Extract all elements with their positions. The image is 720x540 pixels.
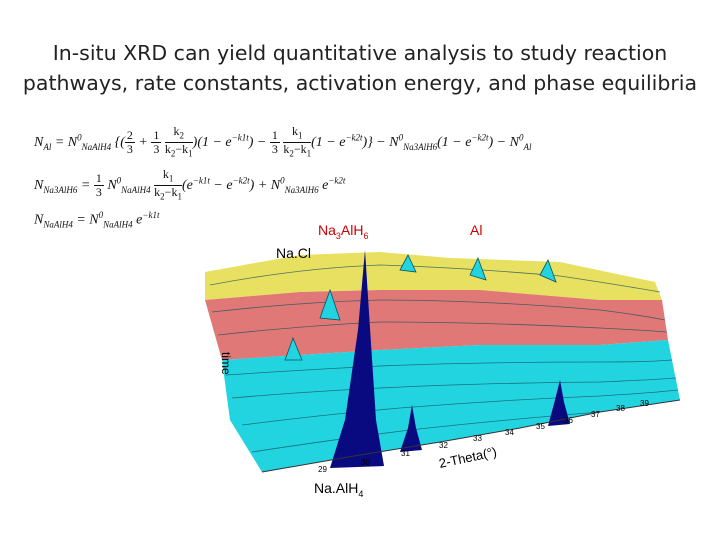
naalh4-label: Na.AlH4 — [314, 480, 364, 499]
slide-title: In-situ XRD can yield quantitative analy… — [0, 38, 720, 98]
tick-label: 36 — [564, 416, 573, 425]
tick-label: 32 — [439, 441, 448, 450]
pink-region — [205, 290, 668, 360]
title-line-2: pathways, rate constants, activation ene… — [22, 71, 698, 95]
nacl-label: Na.Cl — [276, 245, 312, 261]
tick-label: 38 — [616, 404, 625, 413]
axis-tick-labels: 29 30 31 32 33 34 35 36 37 38 39 — [318, 399, 649, 474]
al-label: Al — [470, 222, 483, 238]
tick-label: 31 — [401, 449, 410, 458]
tick-label: 37 — [591, 410, 600, 419]
cyan-region — [222, 340, 680, 472]
tick-label: 33 — [473, 434, 482, 443]
na3alh6-label: Na3AlH6 — [318, 222, 369, 241]
time-label: time — [219, 352, 233, 375]
title-line-1: In-situ XRD can yield quantitative analy… — [52, 41, 668, 65]
naalh4-peak — [330, 250, 384, 468]
tick-label: 30 — [361, 458, 370, 467]
tick-label: 39 — [640, 399, 649, 408]
equation-naalh4: NNaAlH4 = N0NaAlH4 e−k1t — [34, 210, 160, 230]
tick-label: 29 — [318, 465, 327, 474]
x-axis-line — [261, 399, 681, 473]
tick-label: 34 — [505, 428, 514, 437]
tick-label: 35 — [536, 422, 545, 431]
